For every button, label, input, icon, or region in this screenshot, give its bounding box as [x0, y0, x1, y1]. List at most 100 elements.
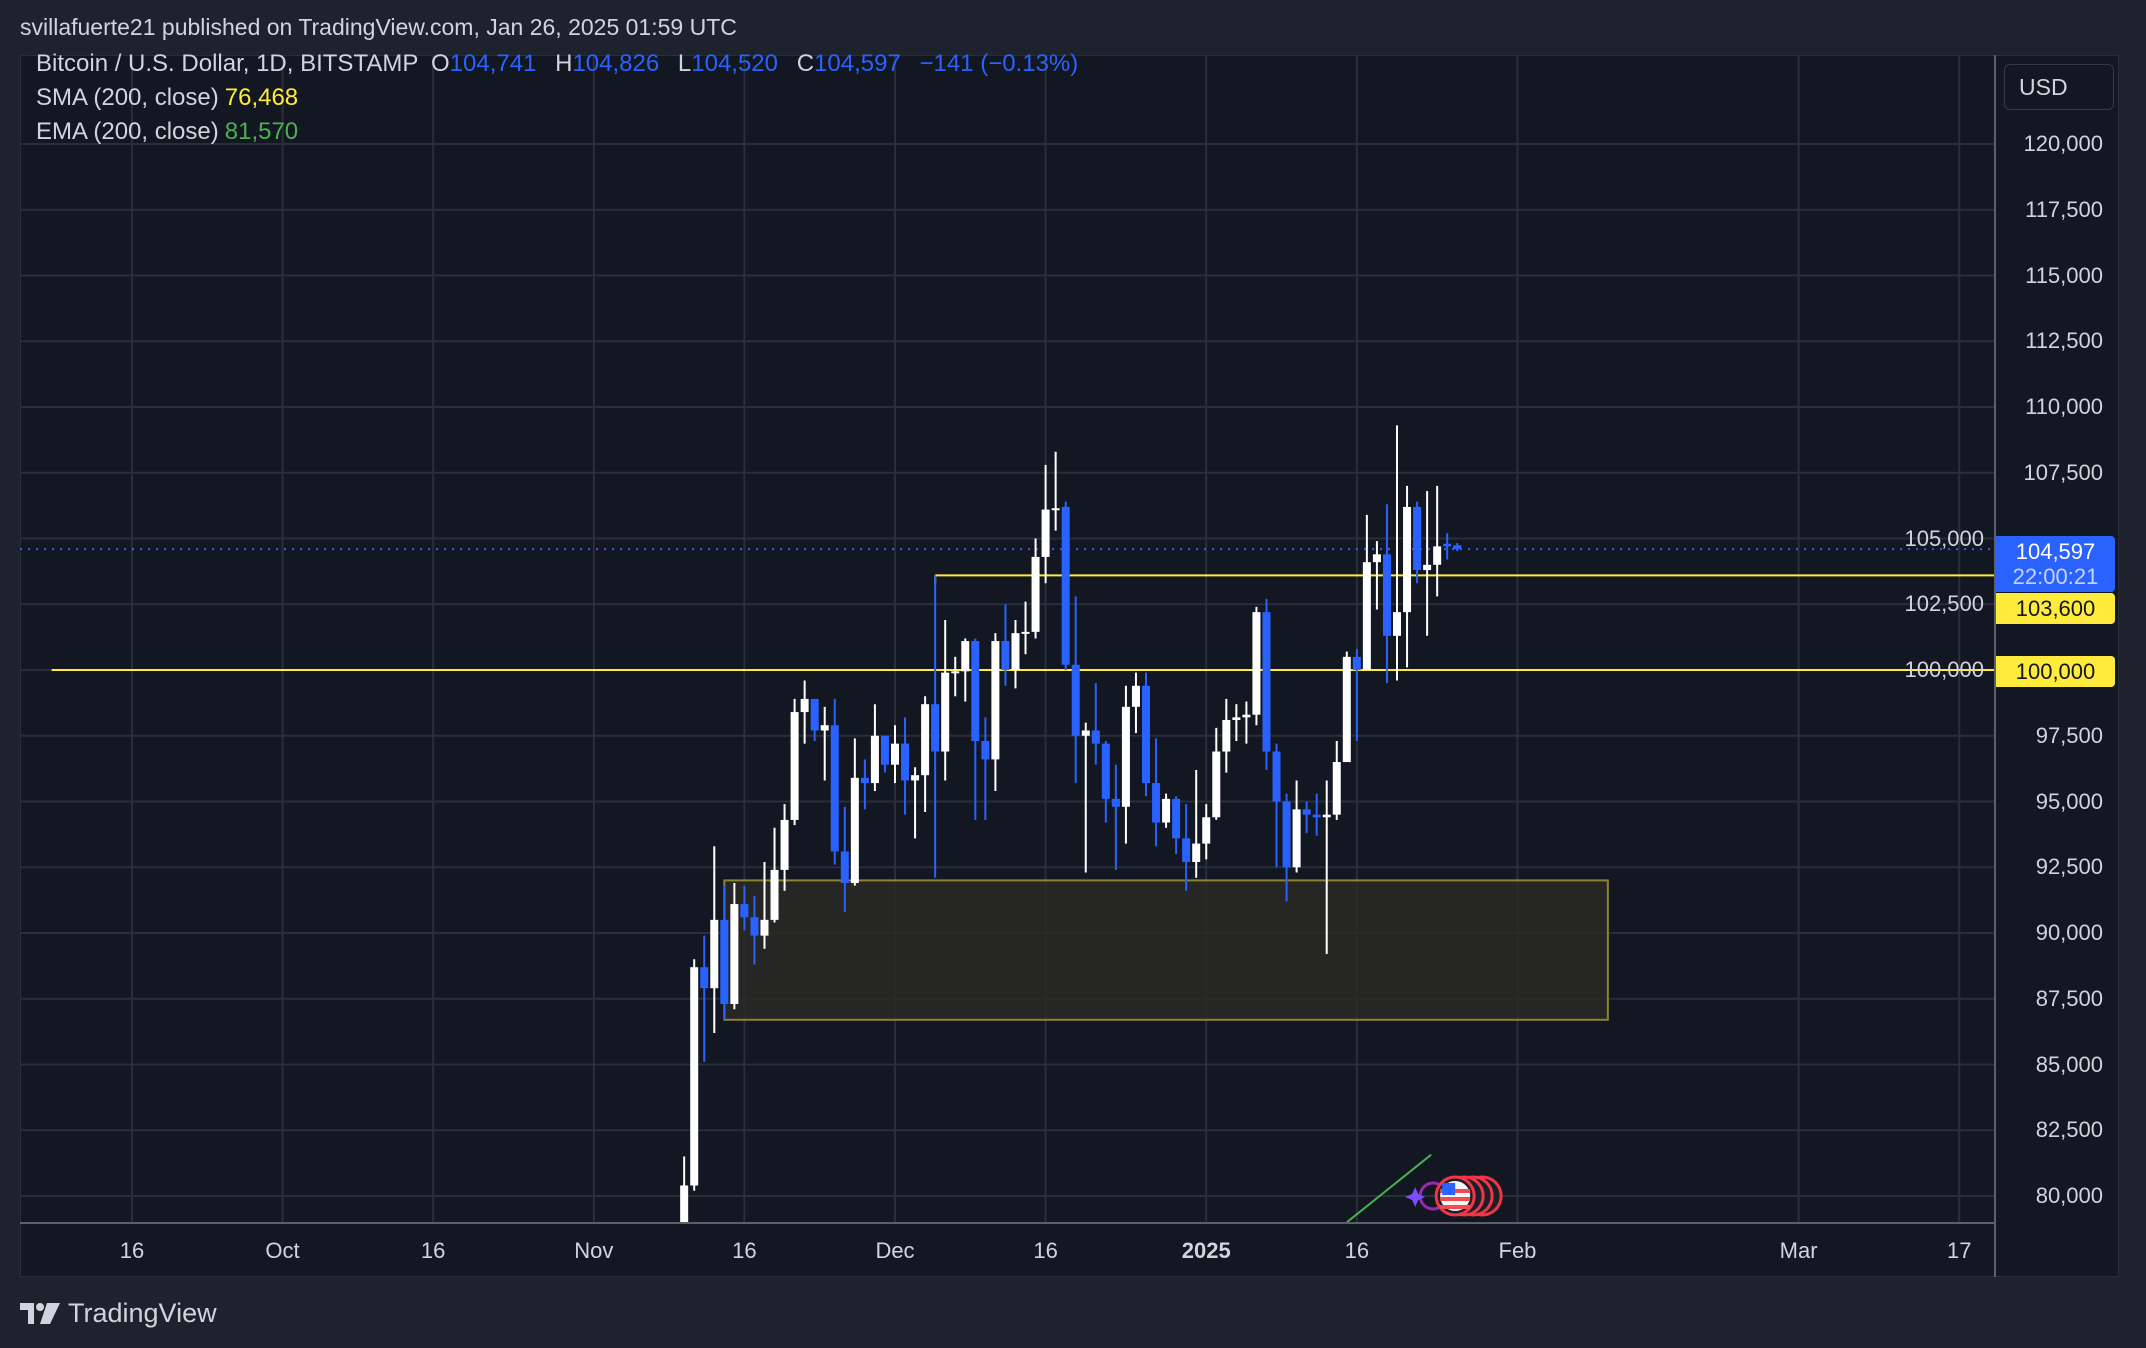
price-tick-label: 92,500: [2035, 854, 2103, 880]
tradingview-brand: TradingView: [68, 1298, 217, 1328]
candle-body: [820, 725, 829, 731]
time-tick-label: Nov: [574, 1238, 614, 1263]
current-price-label: 104,597: [2015, 539, 2096, 564]
candle-body: [1131, 685, 1140, 707]
chart-pane[interactable]: [20, 55, 2119, 1277]
us-flag-stripe: [1440, 1205, 1471, 1209]
open-value: 104,741: [449, 50, 537, 77]
candle-body: [1061, 506, 1070, 665]
price-chart[interactable]: [20, 55, 1994, 1222]
candle-body: [1272, 751, 1281, 802]
candle-body: [1252, 612, 1261, 715]
sma-value: 76,468: [224, 84, 299, 111]
candle-body: [1322, 814, 1331, 818]
candle-body: [1031, 556, 1040, 632]
candle-body: [1292, 809, 1301, 868]
sma-label: SMA (200, close): [36, 84, 219, 111]
level-103600-tag: 103,600: [1996, 593, 2115, 624]
candle-body: [850, 777, 859, 884]
candle-body: [780, 819, 789, 870]
candle-body: [1222, 719, 1231, 752]
candle-body: [1242, 714, 1251, 718]
candle-body: [1152, 783, 1161, 823]
candle-body: [760, 919, 769, 936]
low-value: 104,520: [691, 50, 779, 77]
candle-body: [1433, 546, 1442, 565]
candle-body: [1021, 631, 1030, 634]
time-tick-label: Dec: [875, 1238, 915, 1263]
candle-body: [911, 775, 920, 781]
candle-body: [1172, 798, 1181, 839]
price-tick-label: 110,000: [2025, 394, 2103, 419]
price-tick-label: 82,500: [2035, 1117, 2103, 1143]
candle-body: [830, 725, 839, 852]
candle-body: [710, 919, 719, 989]
price-tick-label: 100,000: [1904, 657, 1984, 682]
ema-legend[interactable]: EMA (200, close) 81,570: [36, 118, 304, 146]
candle-body: [921, 704, 930, 776]
time-tick-label: 16: [119, 1238, 145, 1263]
current-price-tag: 104,597 22:00:21: [1996, 536, 2115, 592]
price-tick-label: 97,500: [2035, 722, 2103, 748]
change-value: −141 (−0.13%): [919, 50, 1079, 77]
time-tick-label: 17: [1946, 1238, 1972, 1263]
candle-body: [1393, 612, 1401, 636]
candle-body: [1413, 506, 1422, 571]
candle-body: [1001, 641, 1010, 670]
candle-body: [901, 743, 910, 781]
candle-body: [770, 869, 779, 920]
ema-label: EMA (200, close): [36, 118, 219, 145]
candle-body: [1121, 706, 1130, 807]
candle-body: [1202, 817, 1211, 844]
tradingview-logo-icon: [20, 1302, 60, 1324]
candle-body: [1091, 730, 1100, 744]
candle-body: [1282, 801, 1291, 868]
time-tick-label: Mar: [1779, 1238, 1818, 1263]
candle-body: [1192, 843, 1201, 862]
us-flag-canton: [1442, 1183, 1456, 1195]
ema-line: [1346, 1153, 1432, 1222]
candle-body: [870, 735, 879, 784]
candle-body: [1332, 762, 1341, 815]
candle-body: [1162, 798, 1171, 823]
candle-body: [1051, 508, 1060, 511]
candle-body: [680, 1185, 689, 1222]
time-tick-label: 16: [1344, 1238, 1370, 1263]
sparkle-icon: [1405, 1187, 1426, 1207]
candle-body: [730, 904, 739, 1005]
published-caption: svillafuerte21 published on TradingView.…: [20, 14, 737, 40]
candle-body: [720, 919, 729, 1005]
support-zone-rectangle: [723, 879, 1609, 1021]
price-tick-label: 105,000: [1904, 525, 1984, 551]
candle-body: [1382, 554, 1391, 636]
symbol-title[interactable]: Bitcoin / U.S. Dollar, 1D, BITSTAMP: [36, 50, 419, 77]
candle-body: [1453, 545, 1462, 550]
candle-body: [961, 641, 970, 672]
price-tick-label: 112,500: [2025, 328, 2103, 354]
sma-legend[interactable]: SMA (200, close) 76,468: [36, 84, 304, 112]
candle-body: [1111, 798, 1120, 807]
tradingview-logo[interactable]: TradingView: [20, 1298, 217, 1329]
price-tick-label: 95,000: [2035, 788, 2103, 814]
bar-countdown: 22:00:21: [2012, 564, 2099, 589]
candle-body: [740, 904, 749, 918]
candle-body: [1352, 656, 1361, 670]
candle-body: [1403, 506, 1412, 613]
candle-body: [931, 704, 940, 752]
right-toolbar-strip: [2119, 55, 2146, 1277]
close-value: 104,597: [814, 50, 901, 77]
price-tick-label: 115,000: [2025, 262, 2103, 288]
ema-value: 81,570: [224, 118, 299, 145]
candle-body: [991, 641, 1000, 760]
candle-body: [1081, 730, 1090, 736]
candle-body: [1041, 509, 1050, 557]
candle-body: [1362, 562, 1371, 670]
candle-body: [1302, 809, 1311, 815]
price-tick-label: 85,000: [2035, 1051, 2103, 1077]
candle-body: [1011, 633, 1020, 670]
candle-body: [750, 917, 759, 936]
candle-body: [981, 741, 990, 760]
time-tick-label: Feb: [1498, 1238, 1537, 1263]
currency-selector[interactable]: USD: [2004, 64, 2114, 110]
time-axis-border: [20, 1222, 1996, 1224]
